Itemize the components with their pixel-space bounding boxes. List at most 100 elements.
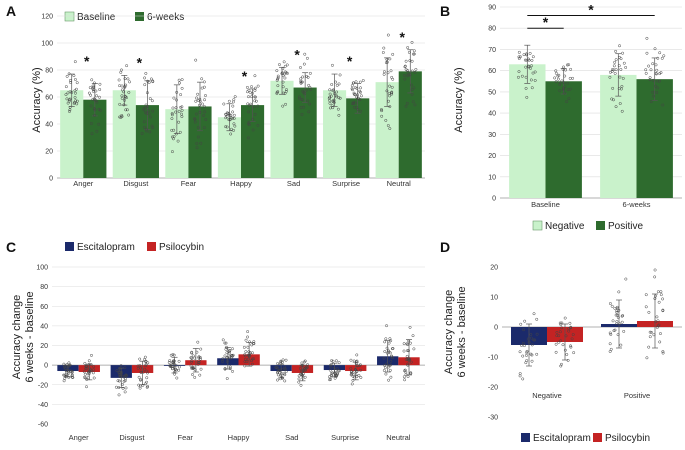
panel-c-data-point <box>196 362 200 366</box>
panel-c-data-point <box>412 347 416 351</box>
panel-a-data-point <box>200 77 204 81</box>
panel-a-data-point <box>68 110 71 113</box>
panel-d-data-point <box>659 332 662 336</box>
panel-b-data-point <box>661 103 665 107</box>
panel-a-data-point <box>356 108 360 111</box>
panel-c-data-point <box>173 365 177 369</box>
panel-c-data-point <box>228 356 232 360</box>
panel-c-data-point <box>355 370 359 374</box>
panel-c-data-point <box>117 371 121 375</box>
panel-c-data-point <box>242 345 246 349</box>
panel-a-data-point <box>195 96 199 100</box>
panel-c-data-point <box>281 358 285 362</box>
panel-a-data-point <box>128 80 131 84</box>
panel-a-data-point <box>195 146 199 150</box>
panel-b-data-point <box>568 87 572 91</box>
panel-c-data-point <box>136 364 140 368</box>
panel-b-data-point <box>651 90 655 94</box>
panel-c-data-point <box>382 356 386 360</box>
panel-c-ytick-label: -60 <box>38 422 48 429</box>
panel-b-ytick-label: 10 <box>488 174 496 181</box>
panel-a-data-point <box>334 80 338 84</box>
panel-b-data-point <box>649 68 653 72</box>
panel-c-data-point <box>332 366 336 370</box>
panel-a-data-point <box>89 122 93 125</box>
panel-c-data-point <box>329 371 333 375</box>
panel-a-data-point <box>406 46 410 50</box>
panel-a-data-point <box>195 112 198 116</box>
panel-a-data-point <box>329 94 333 98</box>
panel-a-data-point <box>388 84 392 88</box>
panel-a-data-point <box>353 86 357 90</box>
panel-d-data-point <box>661 350 665 353</box>
panel-c-data-point <box>177 359 181 363</box>
panel-d-data-point <box>521 354 525 358</box>
panel-b-data-point <box>654 72 658 75</box>
panel-a-data-point <box>202 126 206 130</box>
panel-b-data-point <box>567 97 571 101</box>
panel-a-data-point <box>73 89 77 92</box>
panel-a-data-point <box>180 108 184 112</box>
panel-a-data-point <box>301 75 305 79</box>
panel-d-legend-escitalopram: Escitalopram <box>533 433 591 444</box>
panel-d-data-point <box>525 349 529 353</box>
panel-d-data-point <box>525 353 528 357</box>
panel-c-data-point <box>389 359 393 363</box>
panel-d-data-point <box>561 343 565 347</box>
panel-a-data-point <box>412 49 416 53</box>
panel-d-data-point <box>535 317 539 321</box>
panel-b-data-point <box>558 89 562 93</box>
panel-d-data-point <box>617 290 621 294</box>
panel-a-data-point <box>353 101 357 105</box>
panel-c-data-point <box>251 351 254 355</box>
panel-c-data-point <box>175 376 179 380</box>
panel-b-data-point <box>620 84 624 88</box>
panel-a-data-point <box>331 100 335 104</box>
panel-a-data-point <box>278 63 281 67</box>
panel-a-data-point <box>195 142 199 146</box>
panel-c-data-point <box>301 363 305 367</box>
panel-c-data-point <box>223 341 227 345</box>
panel-d-data-point <box>566 358 570 362</box>
panel-a-data-point <box>170 135 174 139</box>
panel-a-data-point <box>306 99 310 103</box>
panel-a-data-point <box>179 105 183 109</box>
panel-c-data-point <box>139 378 143 382</box>
panel-d-data-point <box>656 324 660 328</box>
panel-b-data-point <box>524 65 528 69</box>
panel-a-data-point <box>388 127 392 130</box>
panel-a-data-point <box>142 108 146 112</box>
panel-c-data-point <box>406 343 410 347</box>
panel-c-data-point <box>243 353 247 356</box>
panel-b-data-point <box>619 68 623 71</box>
panel-a-data-point <box>178 130 182 134</box>
panel-a-data-point <box>92 107 96 110</box>
panel-a-data-point <box>245 85 249 89</box>
panel-a-significance-star: * <box>137 54 143 70</box>
panel-a-data-point <box>175 98 178 102</box>
panel-a-data-point <box>170 128 174 132</box>
panel-a-data-point <box>177 110 181 113</box>
panel-a-data-point <box>177 120 181 124</box>
panel-c-data-point <box>199 367 203 371</box>
panel-c-data-point <box>123 390 127 394</box>
panel-b-data-point <box>608 70 612 74</box>
panel-d-data-point <box>657 323 661 327</box>
panel-a-data-point <box>148 97 152 101</box>
panel-a-data-point <box>90 78 94 82</box>
panel-c-data-point <box>334 369 338 373</box>
panel-a-data-point <box>149 77 153 81</box>
panel-a-data-point <box>330 83 334 86</box>
panel-a-data-point <box>227 118 231 122</box>
panel-b-data-point <box>529 66 532 70</box>
panel-b-data-point <box>618 75 622 79</box>
panel-d-ytick-label: 10 <box>490 295 498 302</box>
panel-a-data-point <box>123 77 127 81</box>
panel-a-data-point <box>87 91 91 95</box>
panel-c-data-point <box>139 378 142 382</box>
panel-d-data-point <box>555 330 559 334</box>
panel-c-data-point <box>228 367 232 371</box>
panel-b-data-point <box>525 95 529 99</box>
panel-a-data-point <box>69 80 72 84</box>
panel-c-data-point <box>409 341 412 345</box>
